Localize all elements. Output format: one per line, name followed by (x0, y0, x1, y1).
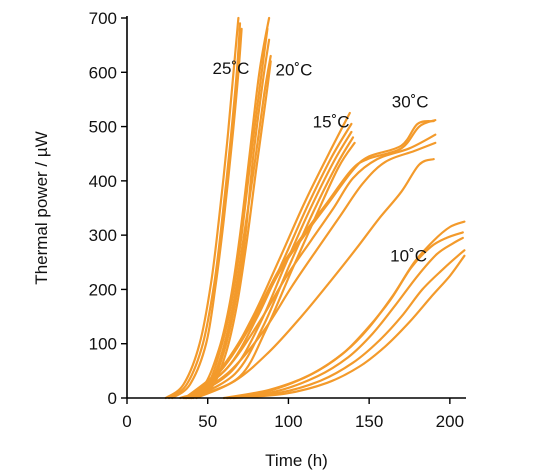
series-line (232, 254, 466, 400)
series-line (185, 120, 435, 400)
y-tick-label: 500 (89, 118, 117, 137)
series-label: 25˚C (213, 59, 250, 78)
y-axis-title: Thermal power / µW (32, 131, 51, 284)
x-tick-label: 0 (122, 412, 131, 431)
series-line (190, 158, 435, 400)
series-label: 20˚C (276, 61, 313, 80)
series-line (190, 141, 437, 400)
series-line (229, 249, 466, 400)
series-line (226, 236, 464, 400)
series-labels: 25˚C 20˚C 15˚C 30˚C 10˚C (213, 59, 429, 266)
y-tick-label: 200 (89, 280, 117, 299)
y-tick-label: 400 (89, 172, 117, 191)
series-line (171, 27, 243, 400)
series-label: 10˚C (390, 247, 427, 266)
x-tick-label: 100 (274, 412, 302, 431)
y-tick-label: 0 (108, 389, 117, 408)
series-line (222, 231, 464, 400)
x-axis-title: Time (h) (265, 451, 328, 470)
y-tick-label: 700 (89, 9, 117, 28)
x-tick-label: 200 (436, 412, 464, 431)
series-line (188, 133, 437, 400)
plot-area (164, 16, 466, 400)
x-tick-label: 50 (198, 412, 217, 431)
series-line (188, 130, 353, 400)
series-line (192, 136, 355, 400)
y-tick-label: 100 (89, 335, 117, 354)
axis-ticks: 0 100 200 300 400 500 600 700 0 50 100 150 200 (89, 9, 464, 431)
series-line (184, 111, 351, 400)
x-tick-label: 150 (355, 412, 383, 431)
series-line (164, 16, 240, 400)
series-line (185, 38, 271, 400)
series-line (184, 119, 437, 400)
series-line (185, 122, 353, 400)
series-line (167, 22, 242, 400)
series-label: 30˚C (392, 93, 429, 112)
y-tick-label: 600 (89, 63, 117, 82)
y-tick-label: 300 (89, 226, 117, 245)
series-label: 15˚C (313, 113, 350, 132)
